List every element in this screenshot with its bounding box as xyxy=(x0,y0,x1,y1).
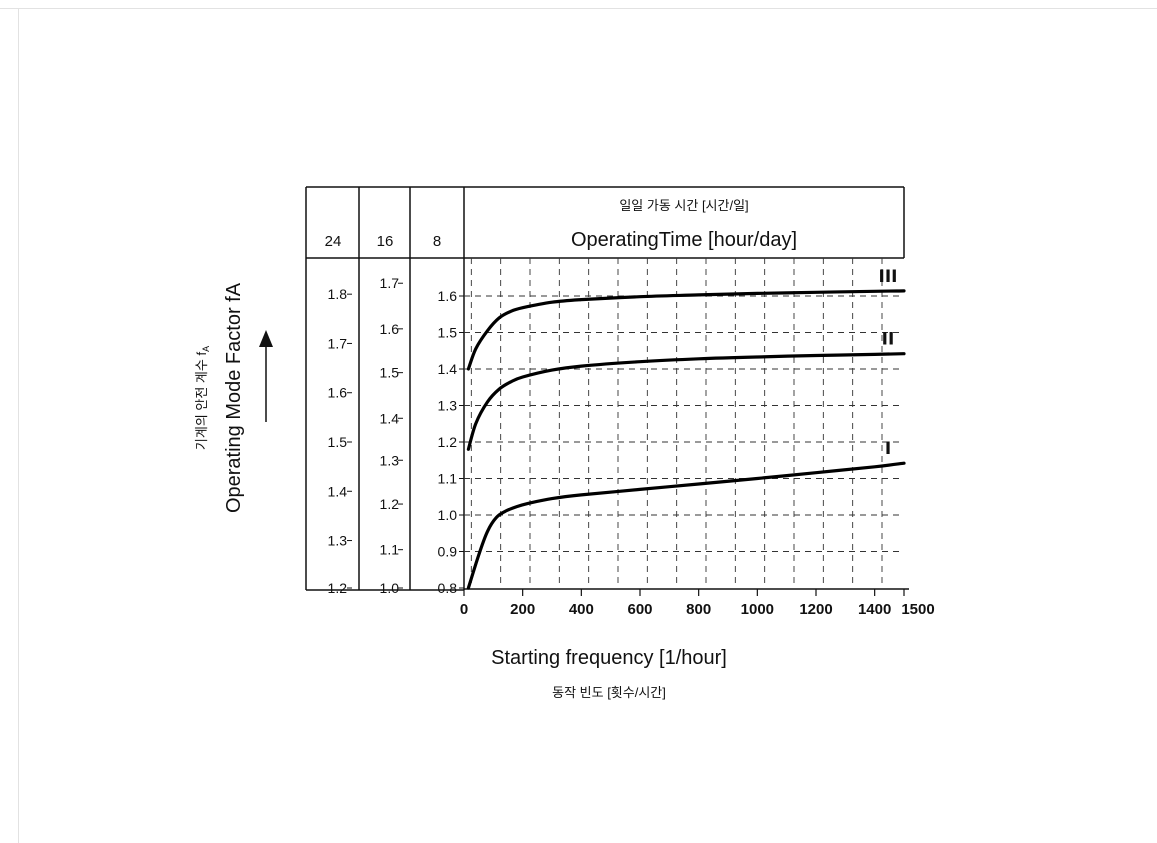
y-tick-label: 1.4 xyxy=(438,361,458,377)
up-arrow-icon xyxy=(259,330,273,422)
y-tick-label: 1.2 xyxy=(438,434,458,450)
y-tick-label: 1.0 xyxy=(438,507,458,523)
y-tick-label: 1.5 xyxy=(380,365,400,381)
x-axis: 0 200 400 600 800 1000 1200 1400 1500 xyxy=(460,588,935,618)
x-tick-label: 1000 xyxy=(741,601,774,618)
x-tick-label: 0 xyxy=(460,601,468,618)
y-tick-label: 0.8 xyxy=(438,580,458,596)
y-tick-label: 1.2 xyxy=(328,580,348,596)
column-8-label: 8 xyxy=(433,233,441,250)
series-label-ii: II xyxy=(882,330,895,350)
grid xyxy=(464,258,904,588)
y-scales: 1.2 1.3 1.4 1.5 1.6 1.7 1.8 1.0 1.1 1.2 1.3 1.4 1.5 1… xyxy=(328,275,464,596)
y-tick-label: 1.5 xyxy=(328,434,348,450)
chart-title-korean: 일일 가동 시간 [시간/일] xyxy=(619,198,748,213)
y-tick-label: 1.4 xyxy=(380,410,400,426)
y-tick-label: 1.6 xyxy=(380,321,400,337)
series-line-iii xyxy=(466,289,906,371)
y-tick-label: 0.9 xyxy=(438,544,458,560)
series-line-ii xyxy=(466,352,906,451)
x-tick-label: 1400 xyxy=(858,601,891,618)
column-24-label: 24 xyxy=(325,233,342,250)
y-tick-label: 1.6 xyxy=(438,288,458,304)
series-line-i xyxy=(466,461,906,590)
column-16-label: 16 xyxy=(377,233,394,250)
y-tick-label: 1.2 xyxy=(380,496,400,512)
y-tick-label: 1.4 xyxy=(328,483,348,499)
y-tick-label: 1.3 xyxy=(380,452,400,468)
chart-title: OperatingTime [hour/day] xyxy=(571,229,797,251)
y-axis-label-korean: 기계의 안전 계수 fA xyxy=(194,346,211,450)
header-frame xyxy=(305,186,905,591)
top-divider xyxy=(0,8,1157,9)
y-tick-label: 1.8 xyxy=(328,286,348,302)
x-tick-label: 600 xyxy=(627,601,652,618)
y-tick-label: 1.5 xyxy=(438,325,458,341)
x-tick-label: 400 xyxy=(569,601,594,618)
y-tick-label: 1.7 xyxy=(380,275,400,291)
y-tick-label: 1.3 xyxy=(438,398,458,414)
left-divider xyxy=(18,8,19,843)
y-axis-label-group: Operating Mode Factor fA 기계의 안전 계수 fA xyxy=(194,282,273,513)
x-tick-label: 800 xyxy=(686,601,711,618)
x-tick-label: 200 xyxy=(510,601,535,618)
y-tick-label: 1.3 xyxy=(328,533,348,549)
y-axis-label: Operating Mode Factor fA xyxy=(223,282,245,513)
series-label-iii: III xyxy=(879,267,898,287)
x-tick-label: 1200 xyxy=(799,601,832,618)
series-label-i: I xyxy=(885,439,891,459)
y-tick-label: 1.6 xyxy=(328,385,348,401)
y-tick-label: 1.7 xyxy=(328,335,348,351)
y-tick-label: 1.1 xyxy=(438,471,458,487)
y-tick-label: 1.1 xyxy=(380,542,400,558)
x-axis-label-korean: 동작 빈도 [횟수/시간] xyxy=(552,685,666,700)
x-axis-label: Starting frequency [1/hour] xyxy=(491,647,727,669)
y-tick-label: 1.0 xyxy=(380,580,400,596)
x-tick-label: 1500 xyxy=(901,601,934,618)
